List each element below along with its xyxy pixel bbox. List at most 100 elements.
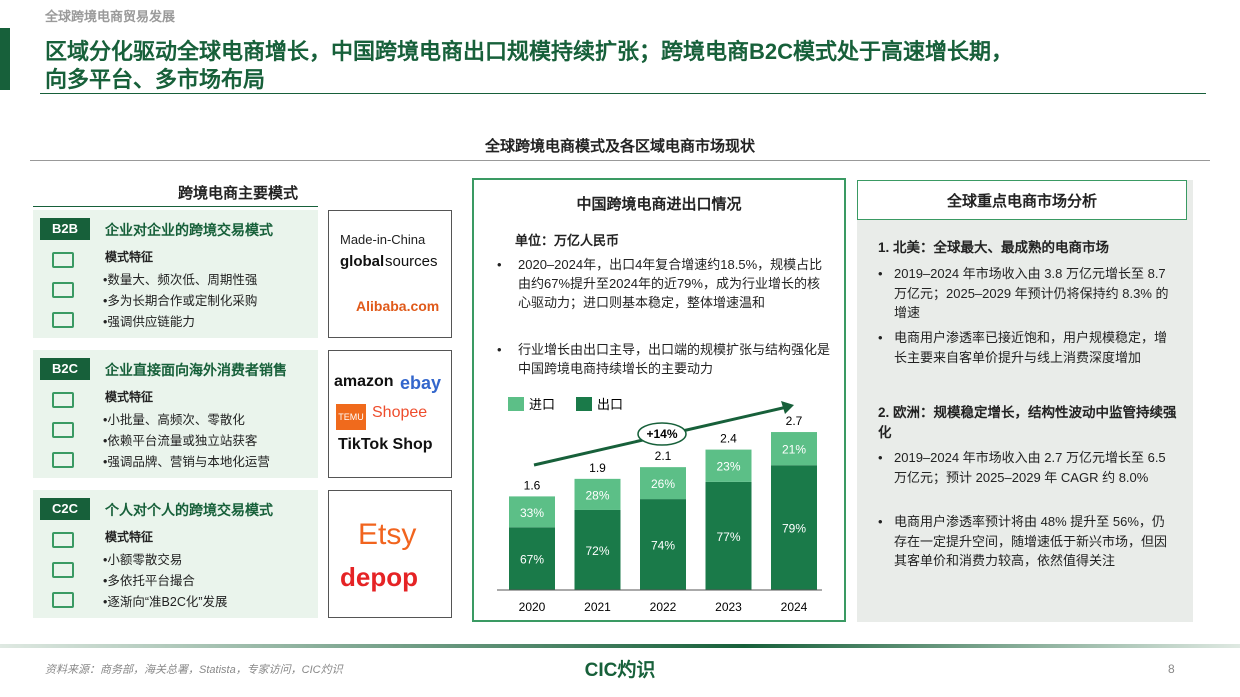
mode-point: •强调供应链能力	[103, 315, 195, 329]
bar-segment	[574, 478, 621, 510]
bar-segment	[771, 465, 817, 590]
legend-swatch	[576, 397, 592, 411]
bullet-dot: •	[878, 450, 883, 465]
segment-label: 26%	[651, 477, 675, 491]
total-label: 1.6	[524, 478, 541, 492]
subtitle-rule	[30, 160, 1210, 161]
segment-label: 23%	[716, 460, 740, 474]
legend-swatch	[508, 397, 524, 411]
subtitle: 全球跨境电商模式及各区域电商市场现状	[484, 138, 755, 155]
logo: amazon	[334, 373, 394, 390]
brand: CIC灼识	[584, 660, 656, 681]
segment-label: 33%	[520, 506, 544, 520]
segment-label: 79%	[782, 522, 806, 536]
feature-label: 模式特征	[105, 390, 154, 404]
bullet-dot: •	[497, 342, 502, 357]
segment-label: 77%	[716, 530, 740, 544]
logo: sources	[385, 253, 438, 270]
logo: ebay	[400, 373, 442, 393]
source: 资料来源：商务部，海关总署，Statista，专家访问，CIC灼识	[45, 664, 343, 676]
logo: Alibaba.com	[356, 298, 440, 314]
annotation-bubble	[637, 422, 687, 446]
bar-segment	[705, 449, 752, 482]
mode-point: •多为长期合作或定制化采购	[103, 294, 258, 308]
total-label: 1.9	[589, 461, 606, 475]
market-title: 全球重点电商市场分析	[946, 193, 1097, 210]
mode-icon	[52, 532, 74, 548]
mode-point: •多依托平台撮合	[103, 574, 195, 588]
logo-box	[328, 490, 452, 618]
segment-label: 72%	[585, 544, 609, 558]
arrow-head	[781, 401, 794, 414]
modes-title: 跨境电商主要模式	[177, 185, 298, 202]
mode-heading: 企业直接面向海外消费者销售	[105, 362, 287, 378]
x-tick-label: 2024	[781, 600, 808, 614]
total-label: 2.1	[655, 449, 672, 463]
feature-label: 模式特征	[105, 250, 154, 264]
mode-point: •逐渐向“准B2C化”发展	[103, 595, 228, 609]
logo-box	[328, 210, 452, 338]
market-bullet: 电商用户渗透率预计将由 48% 提升至 56%，仍存在一定提升空间，随增速低于新…	[894, 514, 1168, 568]
total-label: 2.4	[720, 432, 737, 446]
x-tick-label: 2022	[650, 600, 677, 614]
title: 向多平台、多市场布局	[45, 67, 266, 92]
segment-label: 67%	[520, 553, 544, 567]
logo: Shopee	[372, 404, 428, 421]
logo: Etsy	[358, 518, 417, 551]
mode-point: •依赖平台流量或独立站获客	[103, 434, 258, 448]
mode-icon	[52, 282, 74, 298]
logo: global	[340, 253, 385, 270]
bullet-dot: •	[878, 514, 883, 529]
bar-segment	[574, 509, 621, 590]
mode-heading: 企业对企业的跨境交易模式	[105, 222, 273, 238]
mode-heading: 个人对个人的跨境交易模式	[105, 502, 273, 518]
mode-point: •数量大、频次低、周期性强	[103, 273, 258, 287]
market-header	[857, 180, 1187, 220]
mode-icon	[52, 422, 74, 438]
bar-segment	[771, 432, 817, 466]
china-bullet: 2020–2024年，出口4年复合增速约18.5%，规模占比由约67%提升至20…	[518, 257, 823, 310]
legend-label: 进口	[529, 397, 555, 412]
mode-tag: B2C	[40, 358, 90, 380]
mode-point: •小批量、高频次、零散化	[103, 413, 245, 427]
logo: Made-in-China	[340, 232, 426, 247]
mode-icon	[52, 312, 74, 328]
bar-segment	[509, 496, 555, 528]
bar-segment	[640, 467, 686, 500]
mode-icon	[52, 252, 74, 268]
logo: TikTok Shop	[338, 436, 433, 453]
china-bullet: 行业增长由出口主导，出口端的规模扩张与结构强化是中国跨境电商持续增长的主要动力	[518, 342, 831, 376]
bullet-dot: •	[497, 257, 502, 272]
segment-label: 28%	[585, 488, 609, 502]
mode-point: •强调品牌、营销与本地化运营	[103, 455, 270, 469]
segment-label: 21%	[782, 443, 806, 457]
china-title: 中国跨境电商进出口情况	[576, 196, 742, 213]
logo: depop	[340, 562, 418, 592]
logo: TEMU	[336, 404, 366, 430]
mode-tag: B2B	[40, 218, 90, 240]
unit: 单位：万亿人民币	[515, 233, 620, 248]
market-bullet: 电商用户渗透率已接近饱和，用户规模稳定，增长主要来自客单价提升与线上消费深度增加	[894, 330, 1168, 365]
legend-label: 出口	[597, 397, 623, 412]
total-label: 2.7	[786, 414, 803, 428]
modes-rule	[33, 206, 318, 207]
market-heading: 1. 北美：全球最大、最成熟的电商市场	[878, 240, 1110, 255]
footer-rule	[0, 644, 1240, 648]
title: 区域分化驱动全球电商增长，中国跨境电商出口规模持续扩张；跨境电商B2C模式处于高…	[45, 39, 1014, 64]
mode-icon	[52, 452, 74, 468]
x-tick-label: 2021	[584, 600, 611, 614]
market-panel	[857, 180, 1193, 622]
annotation: +14%	[646, 427, 677, 441]
section-label: 全球跨境电商贸易发展	[45, 9, 176, 24]
mode-tag: C2C	[40, 498, 90, 520]
bullet-dot: •	[878, 266, 883, 281]
x-tick-label: 2020	[519, 600, 546, 614]
x-tick-label: 2023	[715, 600, 742, 614]
mode-icon	[52, 592, 74, 608]
market-heading: 2. 欧洲：规模稳定增长，结构性波动中监管持续强化	[878, 405, 1177, 440]
mode-icon	[52, 562, 74, 578]
market-bullet: 2019–2024 年市场收入由 2.7 万亿元增长至 6.5万亿元；预计 20…	[894, 450, 1166, 485]
mode-point: •小额零散交易	[103, 553, 183, 567]
header-rule	[40, 93, 1206, 94]
